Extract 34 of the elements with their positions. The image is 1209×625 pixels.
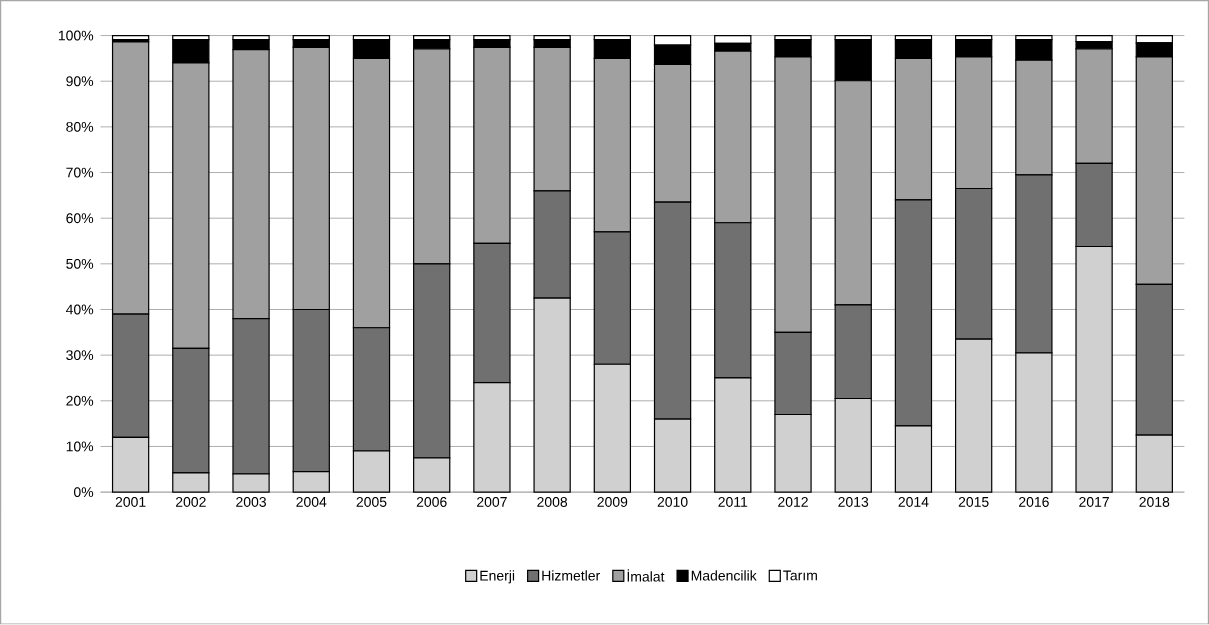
x-tick-label: 2016 xyxy=(1019,497,1049,508)
x-tick-label: 2006 xyxy=(416,497,447,508)
y-tick-label: 40% xyxy=(65,304,94,315)
x-tick-label: 2013 xyxy=(838,497,869,508)
x-tick-label: 2010 xyxy=(657,497,688,508)
y-tick-label: 100% xyxy=(58,30,94,41)
x-tick-label: 2014 xyxy=(898,497,929,508)
legend-label: Hizmetler xyxy=(542,570,601,581)
legend-label: İmalat xyxy=(627,569,665,582)
y-tick-label: 60% xyxy=(66,213,94,224)
y-tick-label: 80% xyxy=(66,122,94,133)
y-tick-label: 30% xyxy=(66,350,94,361)
x-tick-label: 2002 xyxy=(175,497,206,508)
x-tick-label: 2003 xyxy=(236,497,266,508)
y-tick-label: 90% xyxy=(66,76,94,87)
x-tick-label: 2018 xyxy=(1139,497,1170,508)
x-tick-label: 2008 xyxy=(537,497,568,508)
legend-label: Tarım xyxy=(783,570,817,581)
x-tick-label: 2005 xyxy=(356,497,387,508)
x-tick-label: 2017 xyxy=(1079,497,1109,508)
x-tick-label: 2015 xyxy=(958,497,989,508)
y-tick-label: 20% xyxy=(66,396,94,406)
legend-label: Enerji xyxy=(480,570,515,584)
y-tick-label: 50% xyxy=(66,259,94,269)
x-tick-label: 2004 xyxy=(296,497,327,508)
x-tick-label: 2001 xyxy=(115,497,146,508)
y-tick-label: 10% xyxy=(66,441,94,452)
legend-label: Madencilik xyxy=(691,570,757,581)
y-tick-label: 70% xyxy=(66,167,94,178)
x-tick-label: 2007 xyxy=(477,497,507,508)
y-tick-label: 0% xyxy=(73,487,94,498)
x-tick-label: 2011 xyxy=(718,497,748,508)
x-tick-label: 2009 xyxy=(597,497,628,508)
x-tick-label: 2012 xyxy=(778,497,808,508)
